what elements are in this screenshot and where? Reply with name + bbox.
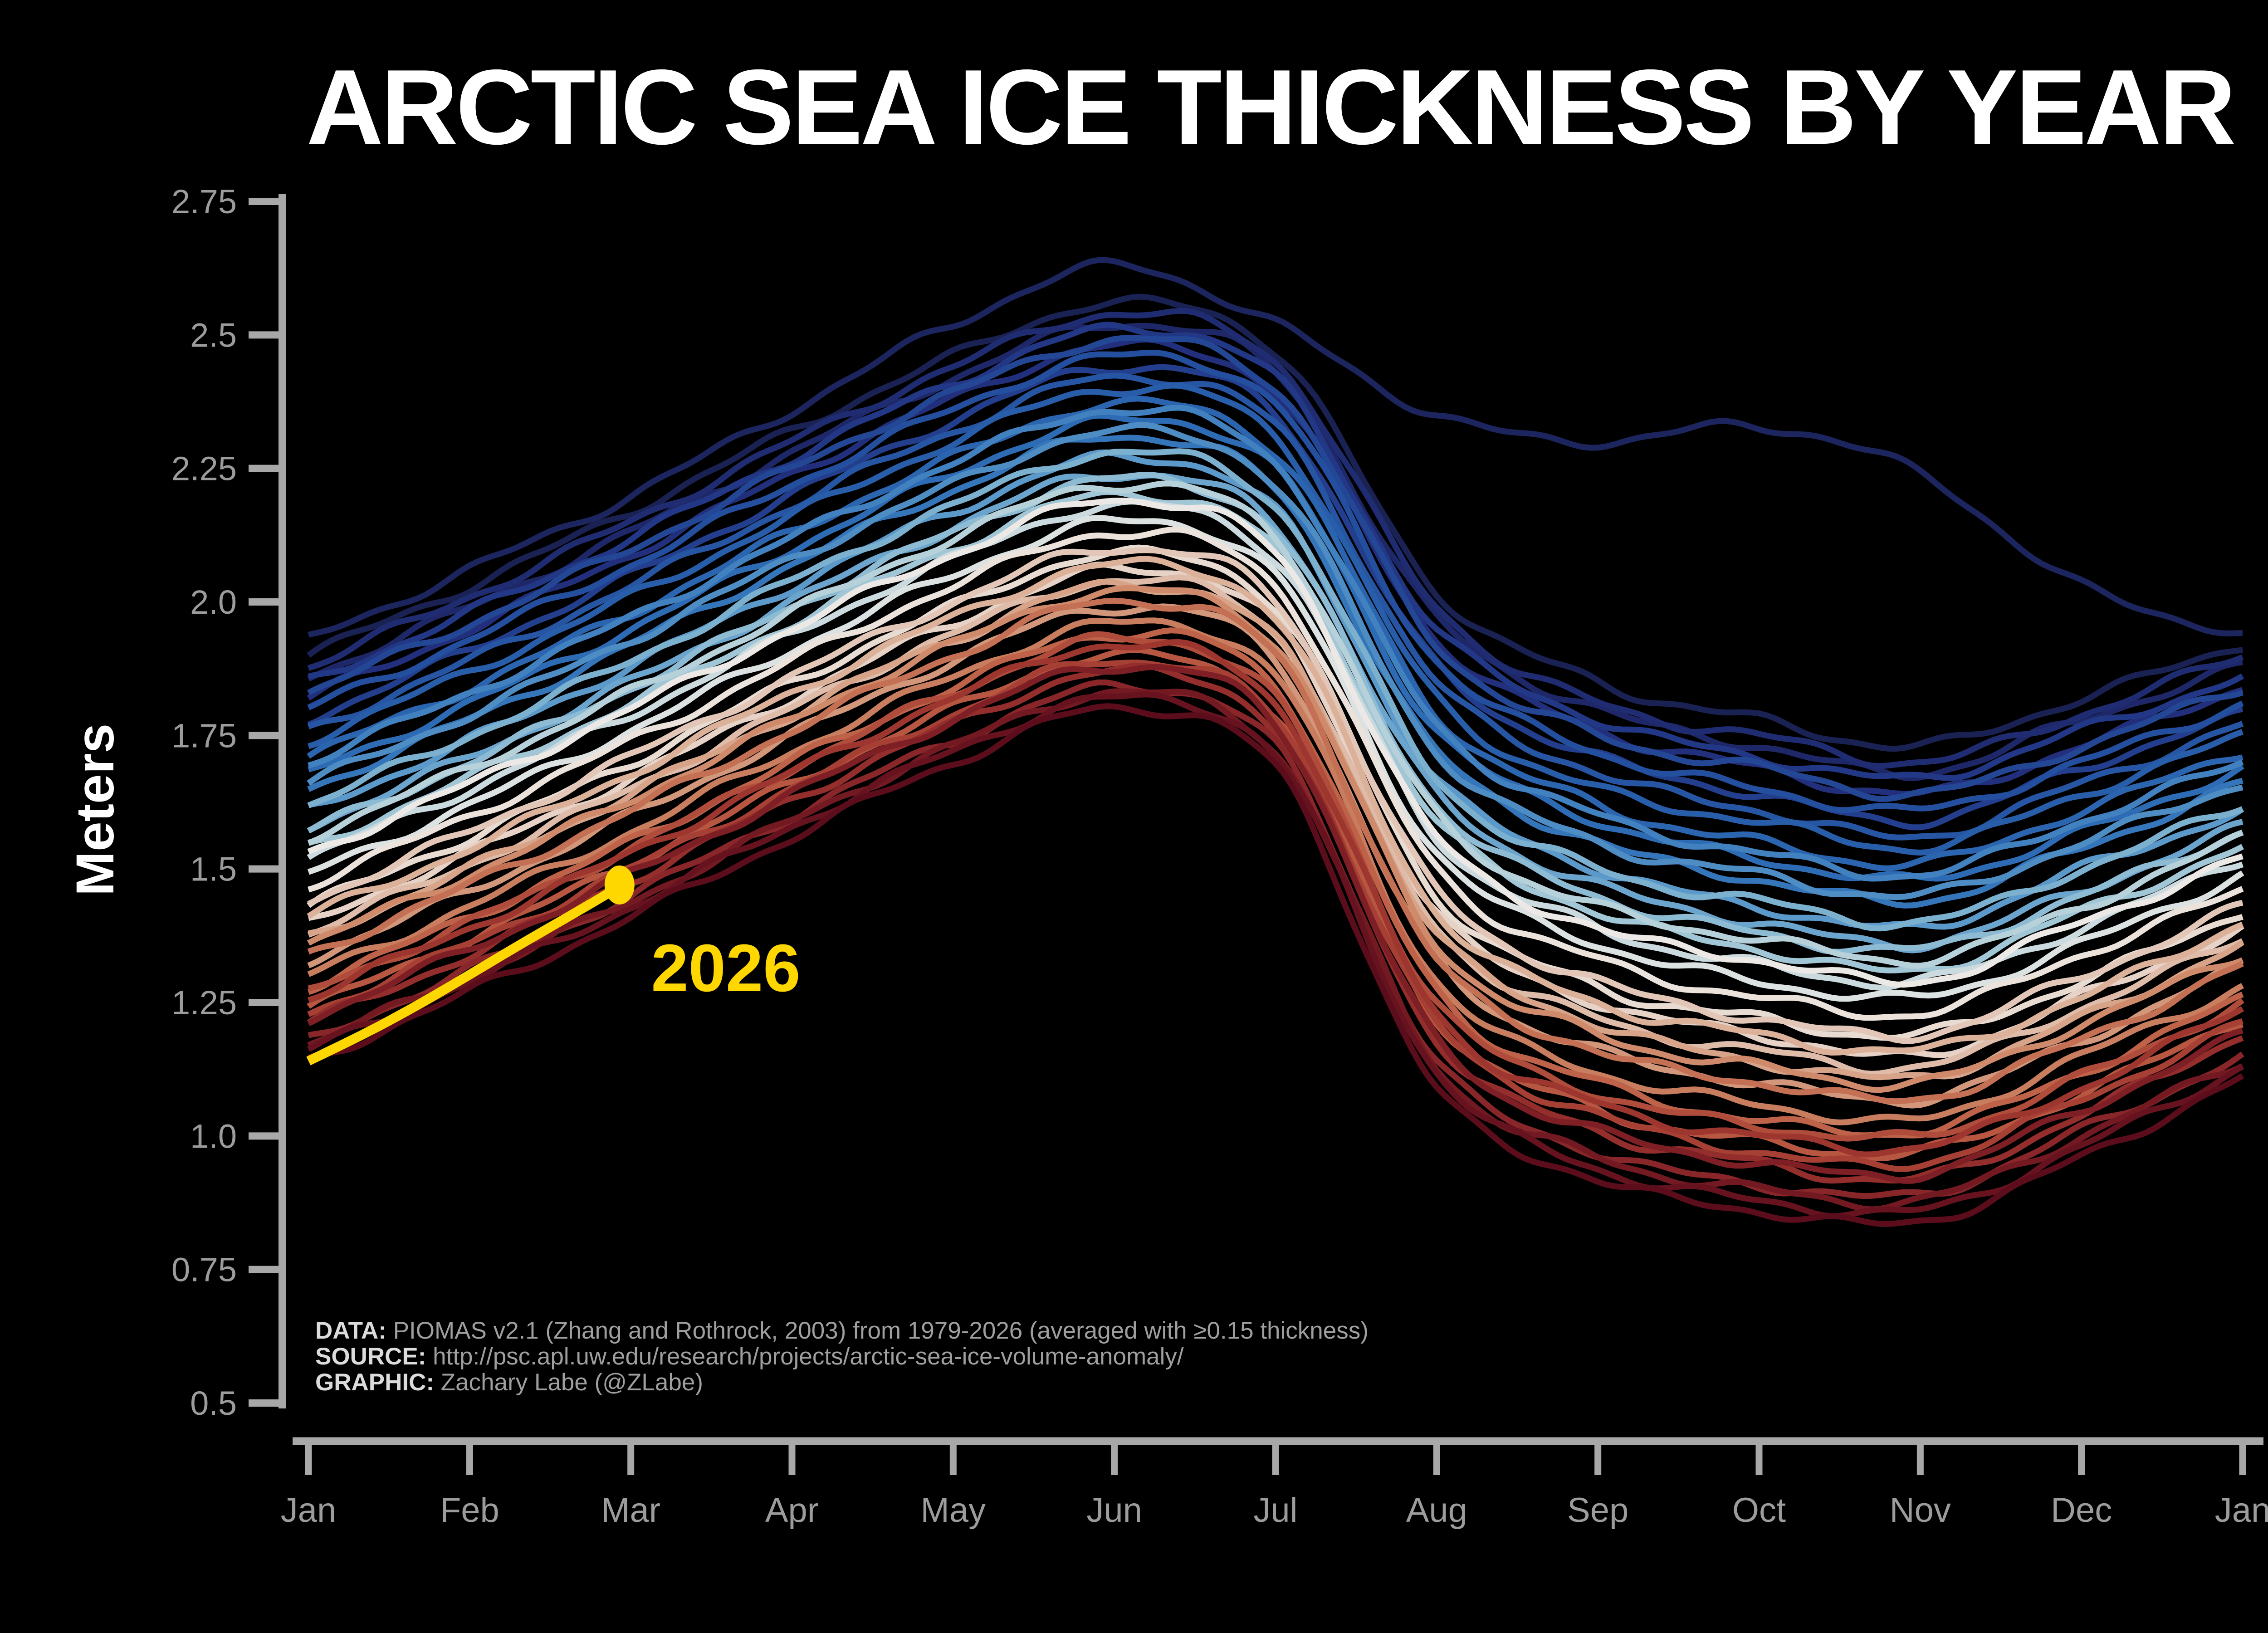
series-line-2019 xyxy=(307,639,2244,1158)
x-tick-label: Nov xyxy=(1890,1491,1951,1530)
series-line-1999 xyxy=(308,489,2244,973)
x-tick-label: Jan xyxy=(281,1491,337,1530)
x-tick-label: Feb xyxy=(440,1491,499,1530)
credits-data-text: PIOMAS v2.1 (Zhang and Rothrock, 2003) f… xyxy=(386,1317,1369,1344)
series-line-2024 xyxy=(307,691,2244,1219)
y-tick-label: 1.0 xyxy=(190,1117,237,1155)
credits-block: DATA: PIOMAS v2.1 (Zhang and Rothrock, 2… xyxy=(315,1318,1369,1395)
y-tick-label: 2.75 xyxy=(171,183,237,220)
x-tick-label: Apr xyxy=(765,1491,819,1530)
series-line-2010 xyxy=(308,578,2244,1081)
credits-data-line: DATA: PIOMAS v2.1 (Zhang and Rothrock, 2… xyxy=(315,1318,1369,1344)
series-line-1997 xyxy=(307,448,2244,932)
x-tick-label: Jun xyxy=(1086,1491,1142,1530)
series-line-1994 xyxy=(307,422,2244,900)
x-tick-label: May xyxy=(921,1491,986,1530)
series-line-1986 xyxy=(307,335,2244,802)
x-tick-label: Mar xyxy=(601,1491,660,1530)
page-title: ARCTIC SEA ICE THICKNESS BY YEAR xyxy=(306,47,2236,166)
y-tick-label: 2.5 xyxy=(190,316,237,354)
credits-data-label: DATA: xyxy=(315,1317,386,1344)
series-line-1989 xyxy=(308,382,2244,856)
series-line-2004 xyxy=(308,526,2244,1021)
series-line-2009 xyxy=(307,556,2244,1056)
y-tick-label: 1.75 xyxy=(171,717,237,754)
series-line-1984 xyxy=(308,322,2244,781)
credits-source-label: SOURCE: xyxy=(315,1343,426,1370)
x-tick-label: Oct xyxy=(1732,1491,1786,1530)
x-tick-label: Jan xyxy=(2215,1491,2268,1530)
series-line-2012 xyxy=(307,585,2244,1093)
y-tick-label: 2.25 xyxy=(171,450,237,488)
y-tick-label: 1.25 xyxy=(171,984,237,1022)
credits-graphic-line: GRAPHIC: Zachary Labe (@ZLabe) xyxy=(315,1369,1369,1395)
series-line-2026 xyxy=(306,882,622,1066)
series-line-1988 xyxy=(307,372,2244,841)
y-tick-label: 2.0 xyxy=(190,583,237,621)
x-tick-label: Sep xyxy=(1567,1491,1628,1530)
series-line-2025 xyxy=(308,703,2244,1227)
series-line-2002 xyxy=(307,515,2244,1002)
series-line-1993 xyxy=(308,405,2244,882)
series-line-2000 xyxy=(307,480,2244,969)
y-tick-label: 1.5 xyxy=(190,851,237,888)
annotation-2026-label: 2026 xyxy=(651,931,801,1006)
y-tick-label: 0.5 xyxy=(190,1384,237,1422)
series-line-1980 xyxy=(308,257,2243,638)
credits-source-line: SOURCE: http://psc.apl.uw.edu/research/p… xyxy=(315,1344,1369,1369)
series-line-2003 xyxy=(307,498,2244,988)
series-line-2022 xyxy=(307,664,2244,1184)
series-line-1987 xyxy=(307,350,2244,813)
series-line-1982 xyxy=(307,308,2244,769)
credits-graphic-label: GRAPHIC: xyxy=(315,1369,435,1396)
series-line-2005 xyxy=(307,544,2244,1041)
series-line-2013 xyxy=(307,617,2244,1125)
credits-source-text: http://psc.apl.uw.edu/research/projects/… xyxy=(426,1343,1184,1370)
x-tick-label: Jul xyxy=(1253,1491,1297,1530)
series-line-2014 xyxy=(307,597,2244,1105)
x-tick-label: Dec xyxy=(2051,1491,2112,1530)
series-line-2001 xyxy=(307,499,2244,991)
2026-endpoint-dot xyxy=(604,865,635,905)
series-line-1979 xyxy=(307,293,2243,752)
x-tick-label: Aug xyxy=(1406,1491,1467,1530)
y-tick-label: 0.75 xyxy=(171,1251,237,1289)
series-line-2007 xyxy=(307,547,2244,1044)
series-line-1985 xyxy=(307,364,2244,831)
credits-graphic-text: Zachary Labe (@ZLabe) xyxy=(434,1369,703,1396)
